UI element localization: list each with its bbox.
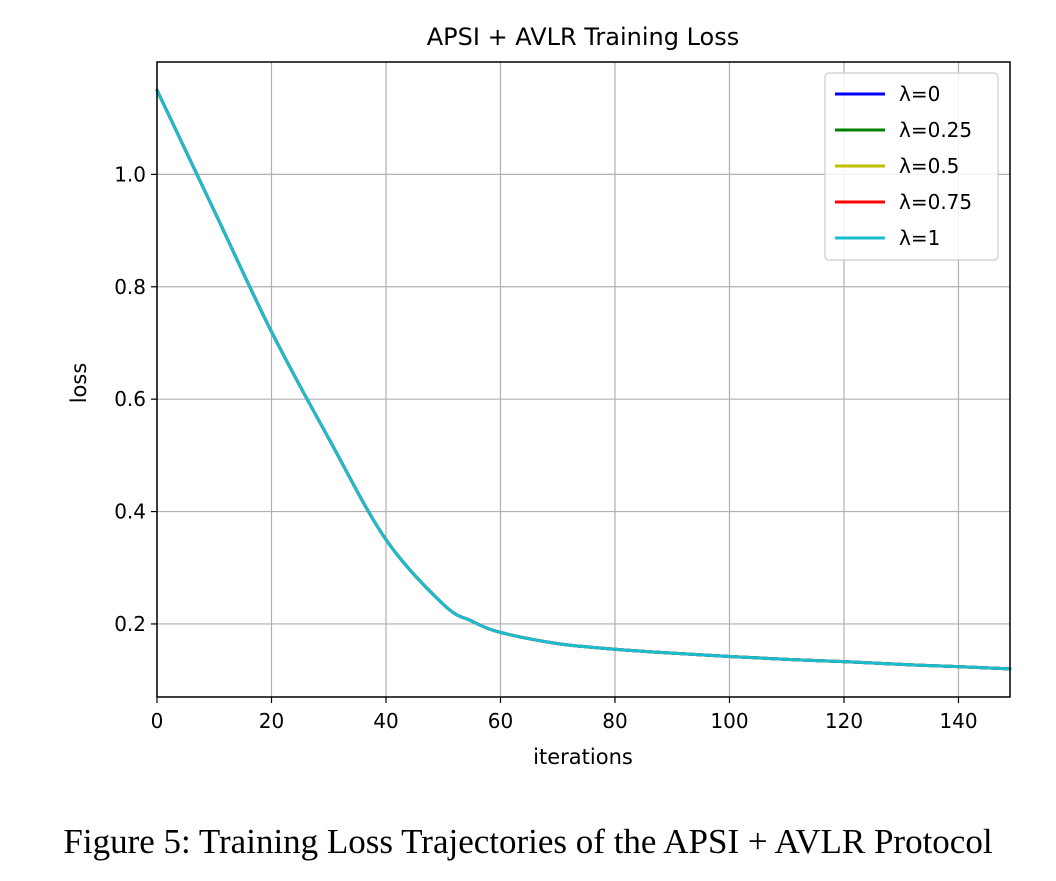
loss-chart: 0 20 40 60 80 100 120 140 0.2 0.4 0.6 0.8 1.0 APSI …: [67, 23, 1012, 769]
series-lines: [155, 88, 1012, 671]
y-tick-label: 0.2: [114, 612, 146, 636]
x-tick-label: 140: [939, 709, 977, 733]
x-tick-label: 40: [373, 709, 398, 733]
legend-box: [824, 72, 999, 261]
x-axis-ticks: 0 20 40 60 80 100 120 140: [151, 697, 978, 733]
y-axis-label: loss: [67, 363, 91, 404]
y-tick-label: 0.6: [114, 387, 146, 411]
figure-caption: Figure 5: Training Loss Trajectories of …: [63, 822, 993, 861]
series-line-4: [155, 88, 1012, 671]
x-axis-label: iterations: [533, 745, 633, 769]
plot-frame: [156, 61, 1011, 698]
legend-label: λ=0.25: [899, 118, 972, 142]
legend-label: λ=1: [899, 226, 940, 250]
y-tick-label: 0.4: [114, 500, 146, 524]
x-tick-label: 120: [825, 709, 863, 733]
x-tick-label: 60: [488, 709, 513, 733]
legend-label: λ=0.5: [899, 154, 959, 178]
chart-title: APSI + AVLR Training Loss: [427, 23, 740, 51]
y-tick-label: 0.8: [114, 275, 146, 299]
x-tick-label: 80: [602, 709, 627, 733]
x-tick-label: 0: [151, 709, 164, 733]
x-tick-label: 20: [259, 709, 284, 733]
legend-label: λ=0: [899, 82, 940, 106]
legend-label: λ=0.75: [899, 190, 972, 214]
legend: λ=0 λ=0.25 λ=0.5 λ=0.75 λ=1: [824, 72, 999, 261]
y-tick-label: 1.0: [114, 162, 146, 186]
x-tick-label: 100: [710, 709, 748, 733]
y-axis-ticks: 0.2 0.4 0.6 0.8 1.0: [114, 162, 157, 636]
